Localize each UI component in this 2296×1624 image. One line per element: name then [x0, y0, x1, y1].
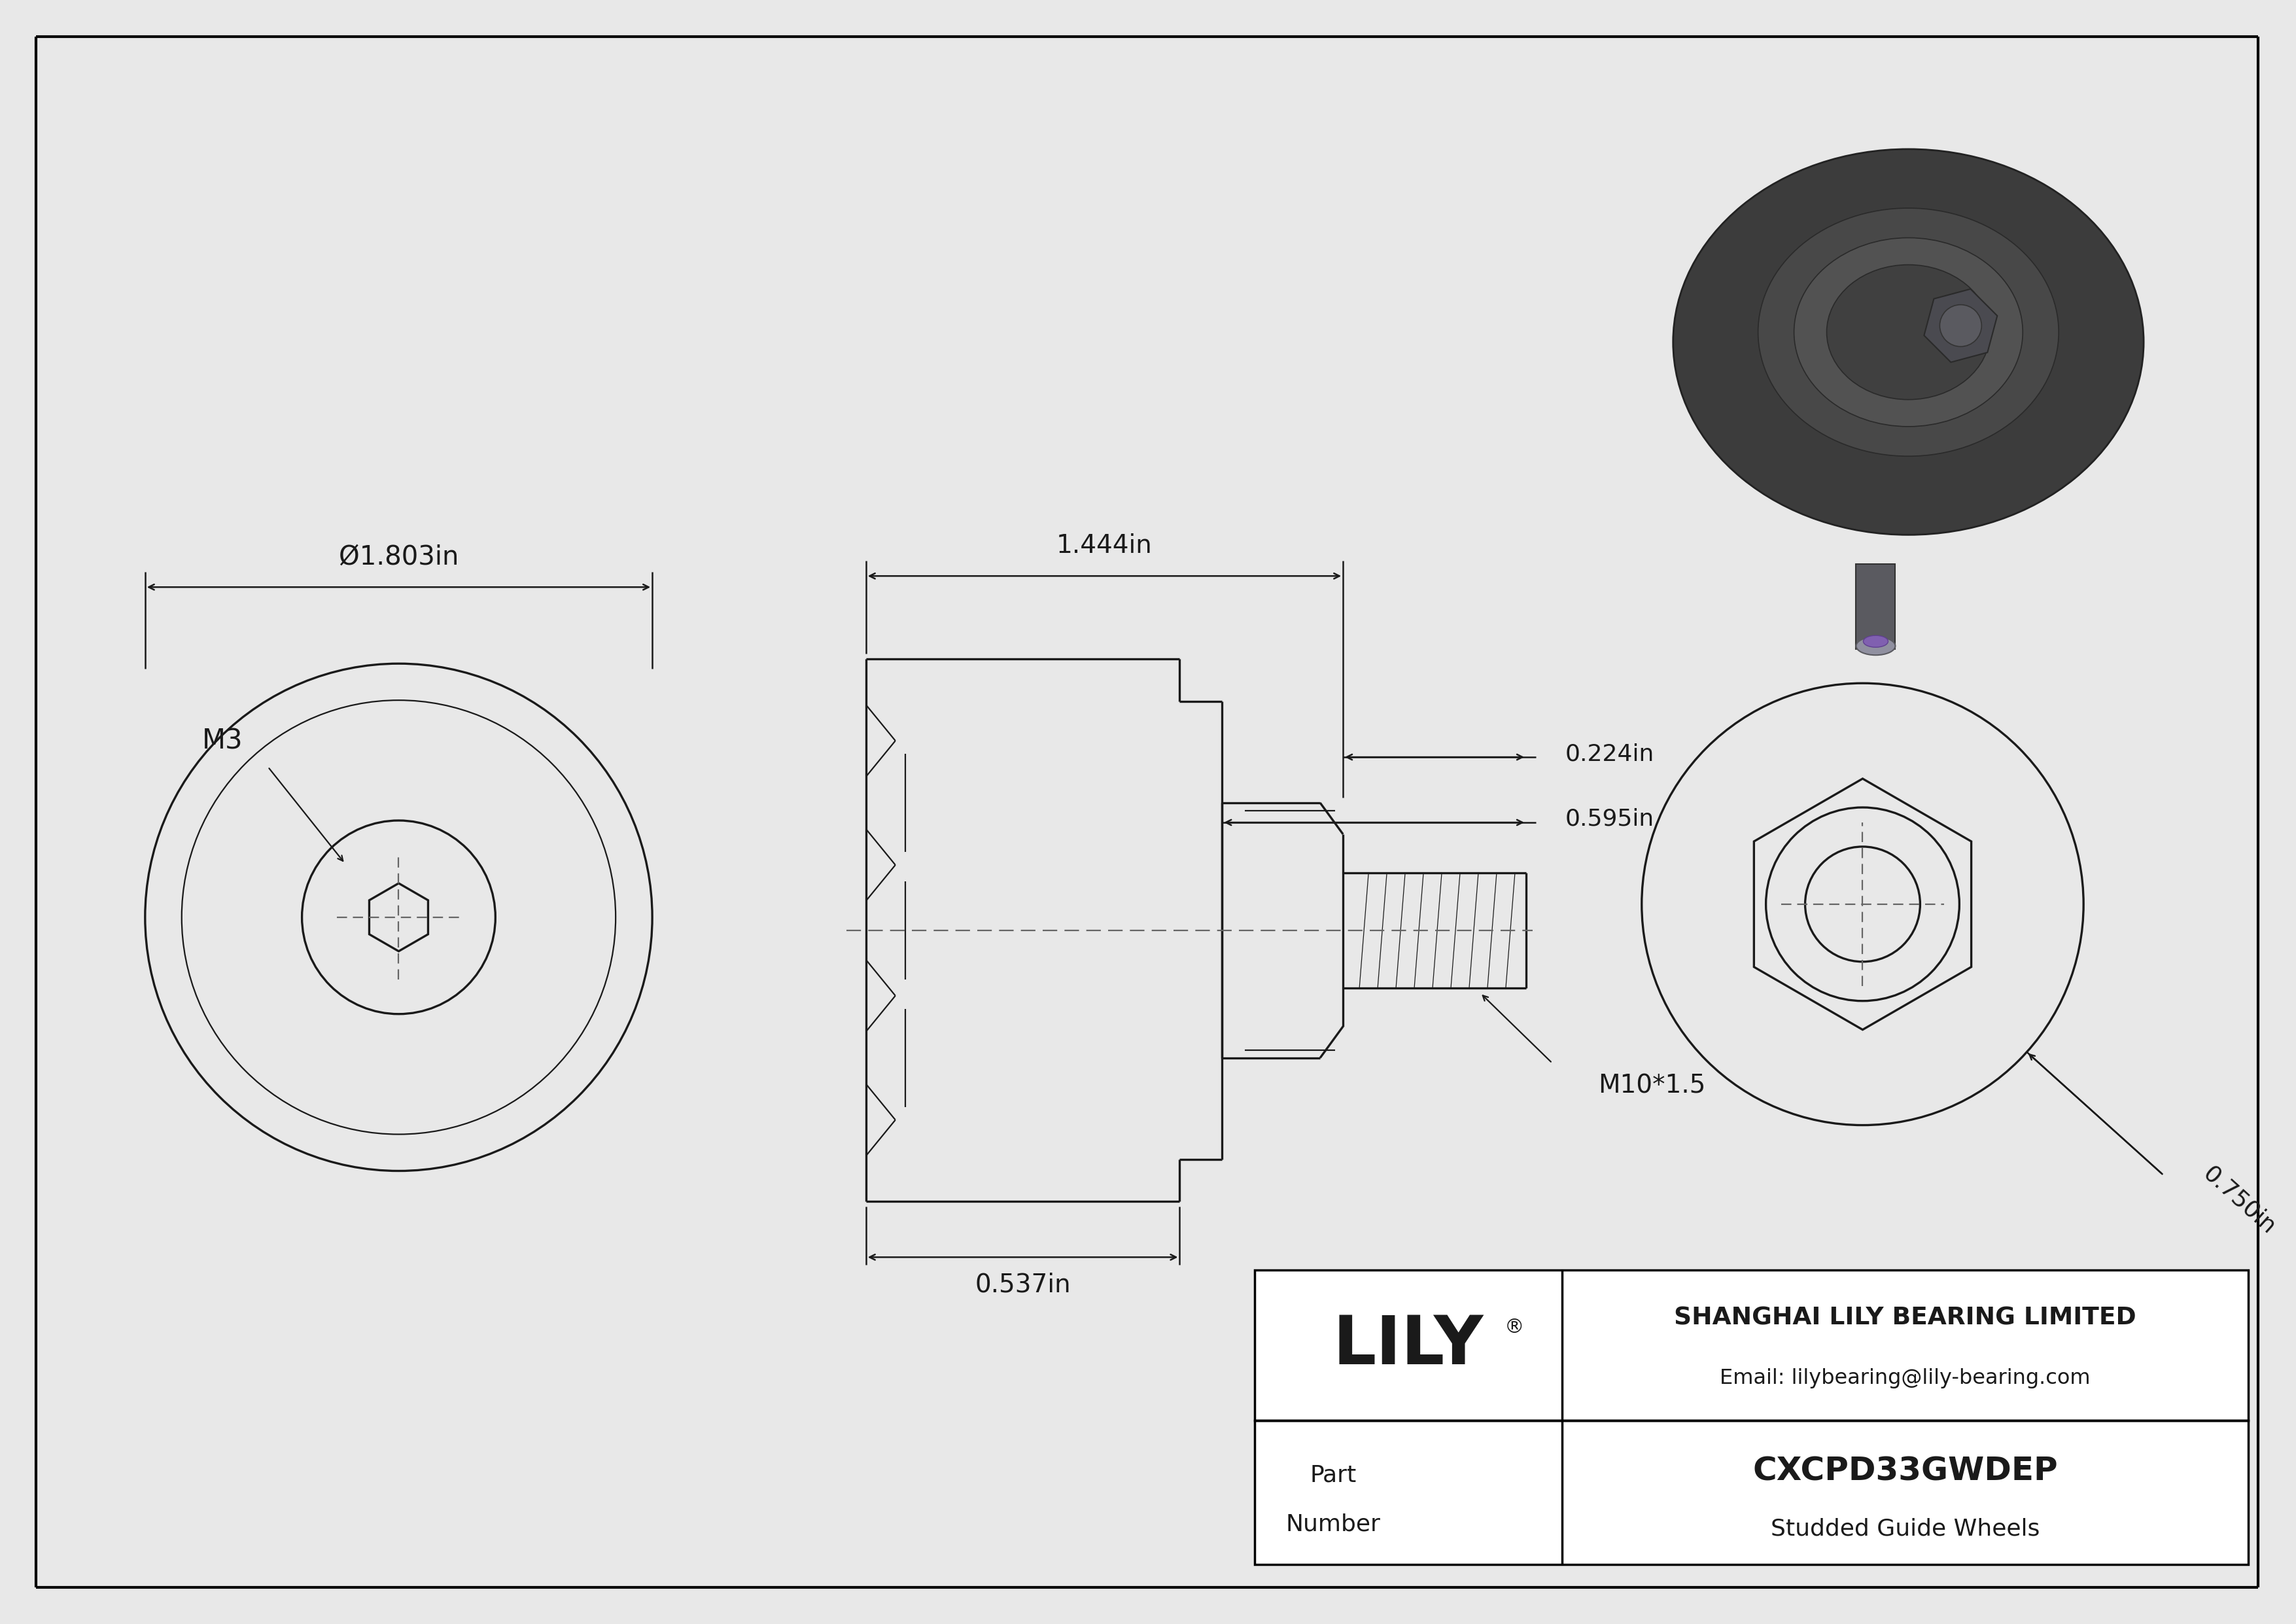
- Text: 0.537in: 0.537in: [976, 1272, 1070, 1298]
- Text: LILY: LILY: [1334, 1312, 1483, 1379]
- Text: SHANGHAI LILY BEARING LIMITED: SHANGHAI LILY BEARING LIMITED: [1674, 1307, 2135, 1330]
- Ellipse shape: [1828, 265, 1991, 400]
- Bar: [1256, 1421, 2248, 1564]
- Text: 0.224in: 0.224in: [1566, 742, 1655, 765]
- Text: Ø1.803in: Ø1.803in: [340, 544, 459, 570]
- Text: Email: lilybearing@lily-bearing.com: Email: lilybearing@lily-bearing.com: [1720, 1369, 2089, 1389]
- Text: 1.444in: 1.444in: [1056, 534, 1153, 559]
- Ellipse shape: [1793, 237, 2023, 427]
- Ellipse shape: [1674, 149, 2144, 534]
- Ellipse shape: [1864, 635, 1887, 648]
- Ellipse shape: [1759, 208, 2060, 456]
- Text: Number: Number: [1286, 1514, 1380, 1535]
- Text: ®: ®: [1504, 1317, 1525, 1337]
- Text: M10*1.5: M10*1.5: [1598, 1073, 1706, 1098]
- Text: CXCPD33GWDEP: CXCPD33GWDEP: [1752, 1455, 2057, 1486]
- Text: Studded Guide Wheels: Studded Guide Wheels: [1770, 1517, 2039, 1540]
- Text: Part: Part: [1311, 1465, 1357, 1486]
- Ellipse shape: [1855, 637, 1894, 654]
- Text: 0.750in: 0.750in: [2200, 1163, 2280, 1239]
- Text: M3: M3: [202, 728, 243, 755]
- Bar: [1256, 1270, 2248, 1421]
- Text: 0.595in: 0.595in: [1566, 809, 1655, 830]
- Polygon shape: [1924, 289, 1998, 362]
- FancyBboxPatch shape: [1855, 564, 1894, 650]
- Circle shape: [1940, 305, 1981, 346]
